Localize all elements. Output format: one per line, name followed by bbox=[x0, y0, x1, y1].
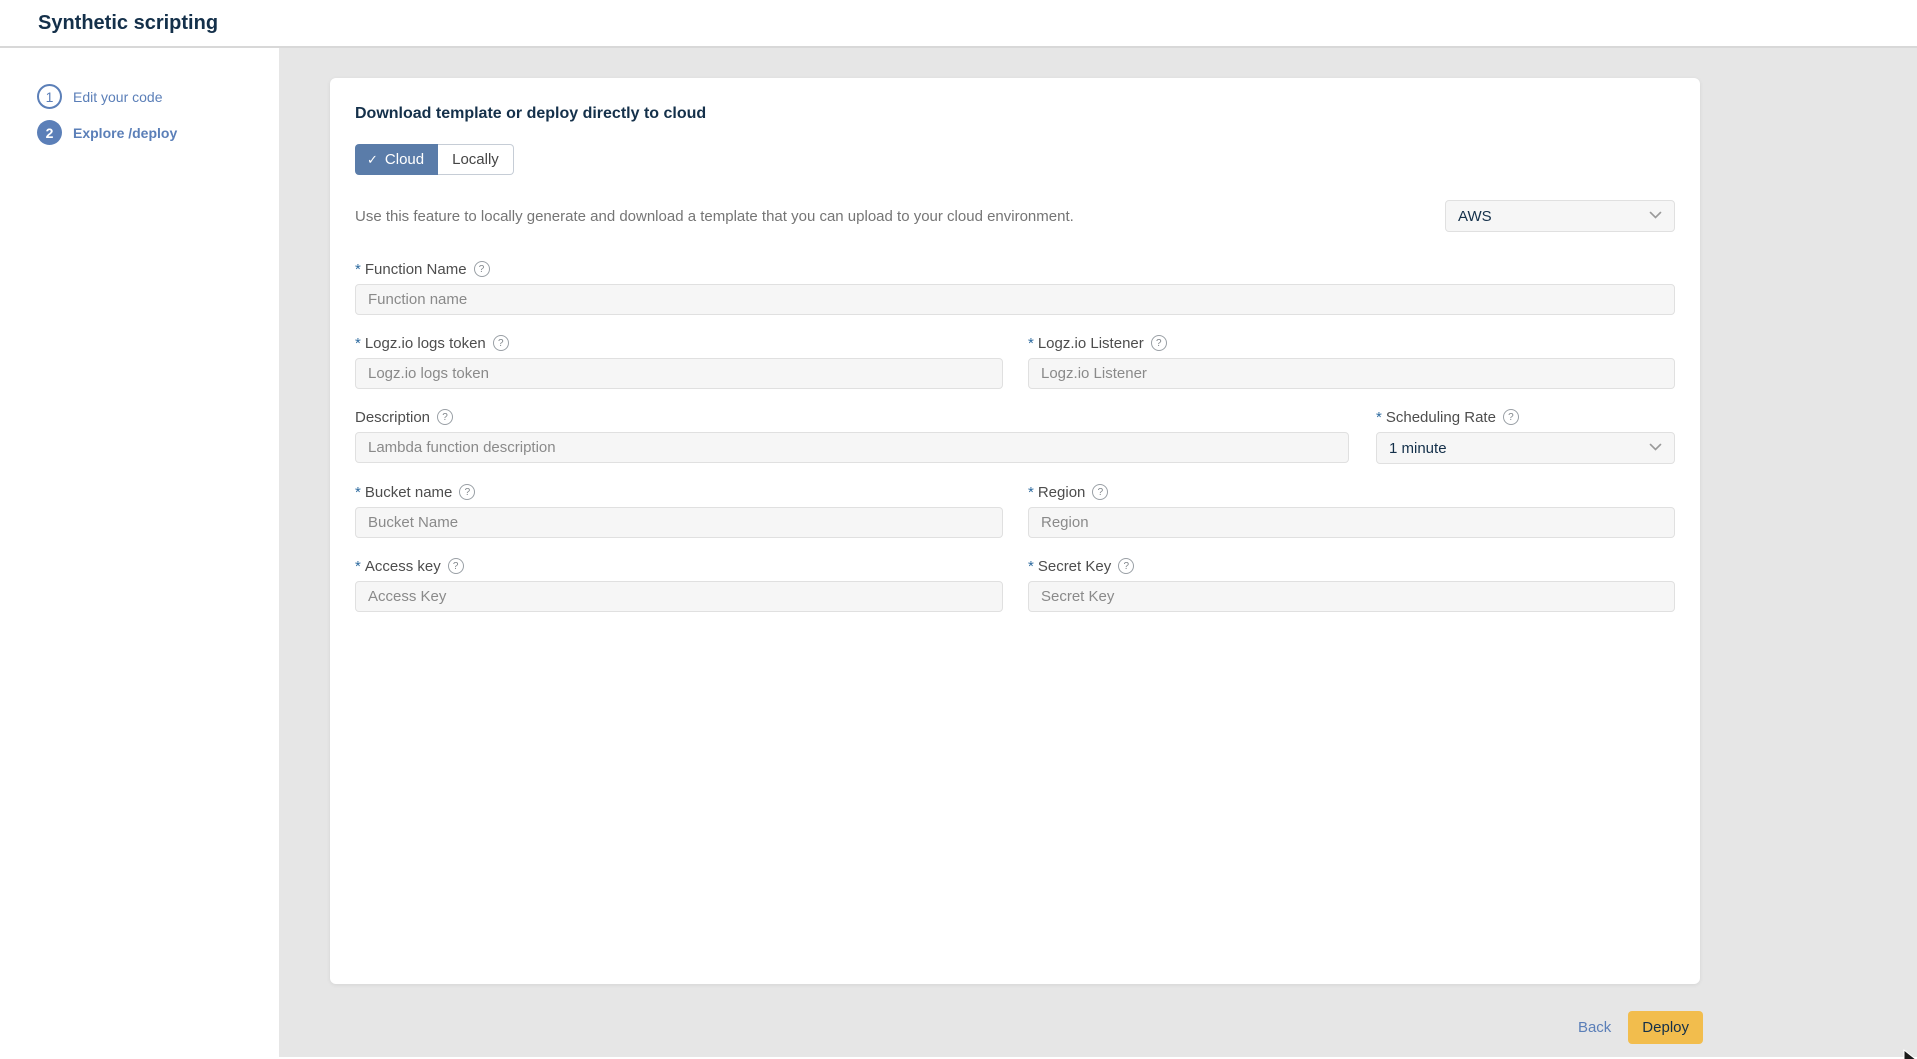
required-marker: * bbox=[355, 334, 361, 352]
required-marker: * bbox=[355, 557, 361, 575]
main-content-area: Download template or deploy directly to … bbox=[279, 48, 1917, 1057]
check-icon: ✓ bbox=[367, 151, 378, 167]
required-marker: * bbox=[1028, 483, 1034, 501]
scheduling-rate-label-row: * Scheduling Rate ? bbox=[1376, 408, 1675, 426]
feature-description-text: Use this feature to locally generate and… bbox=[355, 207, 1074, 225]
function-name-help-icon[interactable]: ? bbox=[473, 261, 490, 277]
access-key-input[interactable] bbox=[355, 581, 1003, 612]
listener-label-row: * Logz.io Listener ? bbox=[1028, 334, 1675, 352]
bucket-name-help-icon[interactable]: ? bbox=[459, 484, 476, 500]
access-key-field-group: * Access key ? bbox=[355, 557, 1003, 612]
bucket-name-input[interactable] bbox=[355, 507, 1003, 538]
cloud-toggle-button[interactable]: ✓ Cloud bbox=[355, 144, 439, 175]
bucket-name-label: Bucket name bbox=[364, 483, 453, 501]
function-name-input[interactable] bbox=[355, 284, 1675, 315]
description-field-group: Description ? bbox=[355, 408, 1349, 464]
cloud-toggle-label: Cloud bbox=[384, 151, 425, 168]
description-input[interactable] bbox=[355, 432, 1349, 463]
sidebar-step-edit-your-code[interactable]: 1 Edit your code bbox=[37, 84, 279, 109]
description-help-icon[interactable]: ? bbox=[437, 409, 454, 425]
description-label-row: Description ? bbox=[355, 408, 1349, 426]
step-1-circle: 1 bbox=[37, 84, 62, 109]
sidebar-step-explore-deploy[interactable]: 2 Explore /deploy bbox=[37, 120, 279, 145]
footer-actions: Back Deploy bbox=[330, 1011, 1703, 1044]
listener-field-group: * Logz.io Listener ? bbox=[1028, 334, 1675, 389]
logs-token-input[interactable] bbox=[355, 358, 1003, 389]
required-marker: * bbox=[1376, 408, 1382, 426]
form-row-access-secret: * Access key ? * Secret Key ? bbox=[355, 557, 1675, 612]
region-label: Region bbox=[1037, 483, 1086, 501]
function-name-label-row: * Function Name ? bbox=[355, 260, 1675, 278]
sidebar-steps-nav: 1 Edit your code 2 Explore /deploy bbox=[0, 48, 279, 1057]
logs-token-label-row: * Logz.io logs token ? bbox=[355, 334, 1003, 352]
required-marker: * bbox=[1028, 557, 1034, 575]
access-key-help-icon[interactable]: ? bbox=[447, 558, 464, 574]
required-marker: * bbox=[355, 260, 361, 278]
step-1-label: Edit your code bbox=[73, 88, 163, 105]
form-row-bucket-region: * Bucket name ? * Region ? bbox=[355, 483, 1675, 538]
step-2-circle: 2 bbox=[37, 120, 62, 145]
cloud-provider-select[interactable]: AWS bbox=[1445, 200, 1675, 232]
region-input[interactable] bbox=[1028, 507, 1675, 538]
region-help-icon[interactable]: ? bbox=[1092, 484, 1109, 500]
description-and-provider-row: Use this feature to locally generate and… bbox=[355, 200, 1675, 232]
logs-token-label: Logz.io logs token bbox=[364, 334, 486, 352]
scheduling-rate-label: Scheduling Rate bbox=[1385, 408, 1496, 426]
function-name-field-group: * Function Name ? bbox=[355, 260, 1675, 315]
layout: 1 Edit your code 2 Explore /deploy Downl… bbox=[0, 48, 1917, 1057]
logs-token-field-group: * Logz.io logs token ? bbox=[355, 334, 1003, 389]
scheduling-rate-select[interactable]: 1 minute bbox=[1376, 432, 1675, 464]
back-button[interactable]: Back bbox=[1577, 1019, 1612, 1036]
form-row-function-name: * Function Name ? bbox=[355, 260, 1675, 315]
logs-token-help-icon[interactable]: ? bbox=[492, 335, 509, 351]
scheduling-rate-field-group: * Scheduling Rate ? 1 minute bbox=[1376, 408, 1675, 464]
listener-label: Logz.io Listener bbox=[1037, 334, 1144, 352]
page-title: Synthetic scripting bbox=[38, 11, 219, 34]
access-key-label: Access key bbox=[364, 557, 441, 575]
form-row-description-rate: Description ? * Scheduling Rate ? 1 minu… bbox=[355, 408, 1675, 464]
cloud-provider-value: AWS bbox=[1458, 207, 1492, 225]
bucket-name-label-row: * Bucket name ? bbox=[355, 483, 1003, 501]
listener-help-icon[interactable]: ? bbox=[1150, 335, 1167, 351]
secret-key-label-row: * Secret Key ? bbox=[1028, 557, 1675, 575]
access-key-label-row: * Access key ? bbox=[355, 557, 1003, 575]
function-name-label: Function Name bbox=[364, 260, 467, 278]
listener-input[interactable] bbox=[1028, 358, 1675, 389]
app-header: Synthetic scripting bbox=[0, 0, 1917, 48]
deploy-button[interactable]: Deploy bbox=[1628, 1011, 1703, 1044]
locally-toggle-label: Locally bbox=[452, 151, 499, 168]
step-2-label: Explore /deploy bbox=[73, 124, 178, 141]
scheduling-rate-help-icon[interactable]: ? bbox=[1502, 409, 1519, 425]
required-marker: * bbox=[1028, 334, 1034, 352]
region-label-row: * Region ? bbox=[1028, 483, 1675, 501]
card-heading: Download template or deploy directly to … bbox=[355, 105, 707, 122]
secret-key-field-group: * Secret Key ? bbox=[1028, 557, 1675, 612]
secret-key-help-icon[interactable]: ? bbox=[1118, 558, 1135, 574]
chevron-down-icon bbox=[1649, 207, 1662, 225]
chevron-down-icon bbox=[1649, 439, 1662, 457]
bucket-name-field-group: * Bucket name ? bbox=[355, 483, 1003, 538]
required-marker: * bbox=[355, 483, 361, 501]
scheduling-rate-value: 1 minute bbox=[1389, 439, 1447, 457]
form-row-token-listener: * Logz.io logs token ? * Logz.io Listene… bbox=[355, 334, 1675, 389]
description-label: Description bbox=[355, 408, 431, 426]
secret-key-label: Secret Key bbox=[1037, 557, 1112, 575]
locally-toggle-button[interactable]: Locally bbox=[438, 144, 514, 175]
secret-key-input[interactable] bbox=[1028, 581, 1675, 612]
deploy-target-toggle: ✓ Cloud Locally bbox=[355, 144, 514, 175]
region-field-group: * Region ? bbox=[1028, 483, 1675, 538]
deploy-card: Download template or deploy directly to … bbox=[330, 78, 1700, 984]
